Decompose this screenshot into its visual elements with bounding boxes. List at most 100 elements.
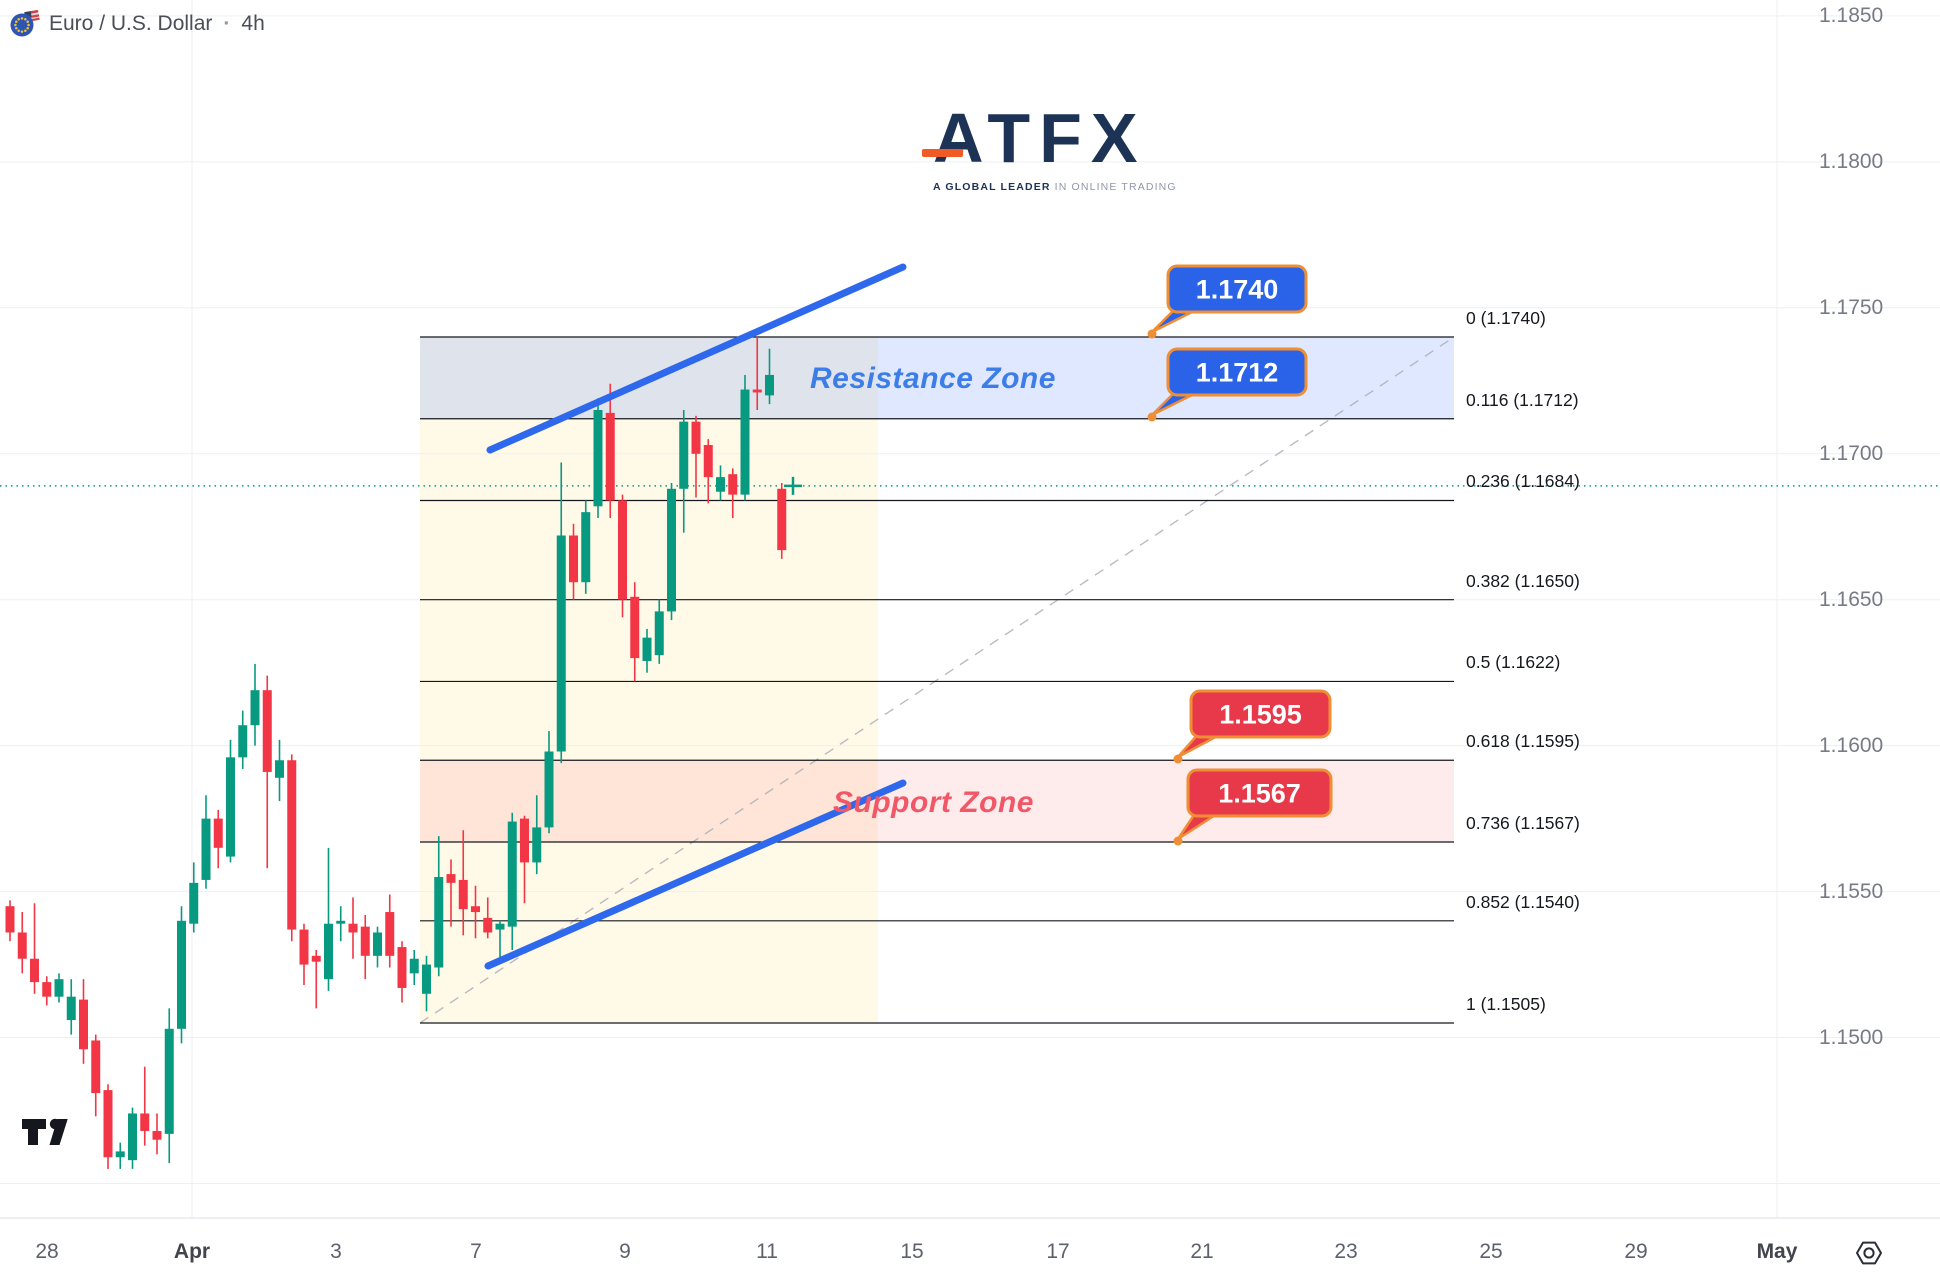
- candle-body: [128, 1113, 137, 1161]
- fib-label-0: 0 (1.1740): [1466, 308, 1546, 328]
- fib-label-0.382: 0.382 (1.1650): [1466, 570, 1580, 591]
- candle-body: [91, 1040, 101, 1094]
- time-axis-label-15: 15: [900, 1240, 924, 1263]
- time-axis-label-Apr: Apr: [173, 1240, 211, 1263]
- candle-body: [728, 474, 738, 495]
- time-axis-label-25: 25: [1479, 1240, 1503, 1263]
- candle-body: [544, 751, 554, 828]
- settings-hexagon-icon[interactable]: [1854, 1238, 1884, 1273]
- time-axis-label-9: 9: [619, 1240, 631, 1263]
- time-axis-label-3: 3: [330, 1240, 342, 1263]
- candle-body: [642, 637, 652, 662]
- price-badge-1.1595[interactable]: 1.1595: [1173, 689, 1332, 764]
- eu-us-flag-icon: [10, 10, 40, 37]
- candle-body: [373, 932, 382, 956]
- time-axis-label-May: May: [1756, 1240, 1798, 1263]
- atfx-wordmark: ATFX: [922, 100, 1193, 177]
- candle-body: [569, 535, 578, 583]
- candle-body: [483, 917, 493, 933]
- resistance-zone-label: Resistance Zone: [810, 362, 1056, 395]
- atfx-orange-dash-icon: [922, 149, 963, 157]
- candle-body: [311, 955, 321, 962]
- candle-body: [667, 488, 676, 612]
- candle-body: [593, 409, 603, 507]
- fib-levels: [420, 336, 1454, 1024]
- time-axis-label-11: 11: [756, 1240, 778, 1263]
- time-axis-label-17: 17: [1046, 1240, 1070, 1263]
- time-axis-label-29: 29: [1624, 1240, 1648, 1263]
- candle-body: [703, 445, 713, 478]
- candle-body: [446, 874, 456, 883]
- price-axis-label: 1.1750: [1819, 295, 1884, 319]
- symbol-title: Euro / U.S. Dollar: [49, 11, 213, 35]
- upper-channel-line[interactable]: [486, 263, 907, 454]
- badge-price-text: 1.1712: [1196, 358, 1279, 388]
- badge-price-text: 1.1595: [1219, 700, 1302, 730]
- price-axis-label: 1.1550: [1819, 879, 1884, 903]
- price-badges[interactable]: 1.1740 1.1712 1.1595 1.1567: [1147, 264, 1333, 846]
- candle-body: [287, 760, 297, 930]
- current-bar-marker: [784, 476, 802, 495]
- badge-price-text: 1.1740: [1196, 275, 1279, 305]
- price-axis-label: 1.1800: [1819, 149, 1884, 173]
- candle-body: [397, 947, 407, 988]
- trendlines[interactable]: [484, 263, 907, 970]
- price-axis-label: 1.1600: [1819, 733, 1884, 757]
- candle-body: [103, 1090, 113, 1158]
- candle-body: [716, 477, 725, 492]
- candle-body: [495, 923, 505, 930]
- candle-body: [581, 512, 591, 583]
- fib-label-0.5: 0.5 (1.1622): [1466, 652, 1561, 673]
- gridlines: [0, 0, 1940, 1219]
- symbol-header: Euro / U.S. Dollar · 4h: [10, 10, 265, 37]
- candle-body: [238, 725, 248, 758]
- fib-label-1: 1 (1.1505): [1466, 993, 1546, 1014]
- lower-channel-line[interactable]: [484, 779, 907, 970]
- title-separator: ·: [223, 11, 231, 35]
- candle-body: [5, 906, 15, 933]
- candle-body: [201, 818, 211, 880]
- candle-body: [679, 421, 689, 489]
- candle-body: [152, 1130, 162, 1140]
- price-axis-label: 1.1850: [1819, 3, 1884, 27]
- time-axis-label-28: 28: [35, 1240, 59, 1263]
- candle-body: [213, 818, 223, 848]
- price-badge-1.1567[interactable]: 1.1567: [1173, 768, 1333, 846]
- badge-anchor-dot: [1173, 836, 1183, 846]
- candle-body: [42, 982, 52, 997]
- candle-body: [471, 906, 480, 913]
- price-badge-1.1740[interactable]: 1.1740: [1147, 264, 1308, 339]
- candle-body: [752, 389, 762, 393]
- candle-body: [422, 964, 431, 994]
- badge-price-text: 1.1567: [1218, 779, 1301, 809]
- candle-body: [520, 818, 529, 863]
- tradingview-logo[interactable]: [20, 1116, 68, 1153]
- candle-body: [507, 821, 517, 927]
- time-axis-label-21: 21: [1190, 1240, 1214, 1263]
- badge-anchor-dot: [1173, 754, 1183, 764]
- price-badge-1.1712[interactable]: 1.1712: [1147, 347, 1308, 422]
- candle-body: [360, 926, 370, 956]
- timeframe-label: 4h: [241, 11, 265, 35]
- candle-body: [140, 1113, 150, 1131]
- atfx-tagline: A GLOBAL LEADER IN ONLINE TRADING: [933, 181, 1177, 193]
- candle-body: [262, 690, 272, 772]
- time-axis-label-7: 7: [470, 1240, 482, 1263]
- candle-body: [740, 389, 750, 495]
- support-zone-label: Support Zone: [833, 786, 1034, 819]
- candle-body: [556, 535, 566, 752]
- fib-anchor-dashed-line: [419, 336, 1455, 1024]
- candle-body: [324, 923, 333, 980]
- time-axis-label-23: 23: [1334, 1240, 1358, 1263]
- price-axis-label: 1.1500: [1819, 1025, 1884, 1049]
- candle-body: [164, 1028, 174, 1134]
- price-axis-label: 1.1700: [1819, 441, 1884, 465]
- candle-body: [17, 932, 27, 959]
- candle-body: [691, 421, 701, 454]
- candle-body: [630, 596, 640, 659]
- candle-body: [458, 879, 468, 910]
- badge-anchor-dot: [1147, 412, 1157, 422]
- candle-body: [532, 827, 542, 863]
